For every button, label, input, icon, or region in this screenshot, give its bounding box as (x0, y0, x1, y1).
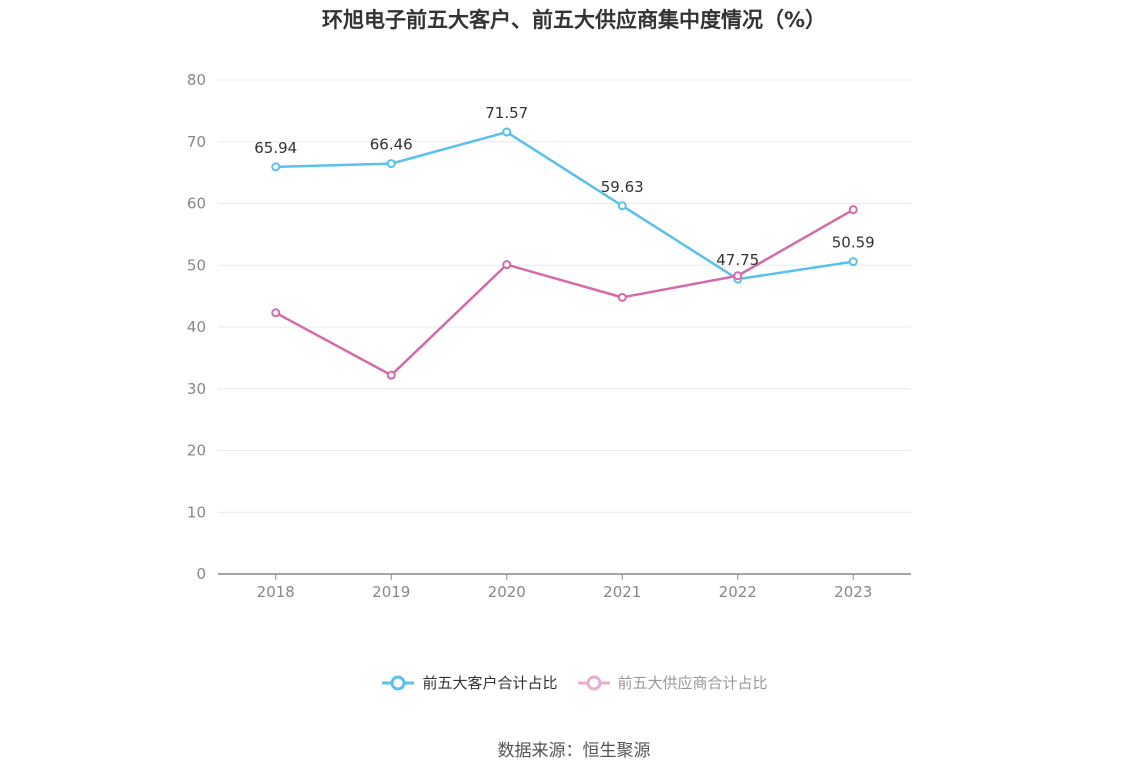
x-tick-label: 2020 (488, 583, 526, 601)
y-tick-label: 10 (187, 503, 206, 521)
x-tick-label: 2022 (719, 583, 757, 601)
x-tick-label: 2019 (372, 583, 410, 601)
data-label: 71.57 (485, 104, 528, 122)
legend-label-customers: 前五大客户合计占比 (422, 674, 558, 692)
data-point (502, 127, 512, 137)
data-point (617, 201, 627, 211)
y-tick-label: 40 (187, 318, 206, 336)
x-tick-label: 2023 (834, 583, 872, 601)
data-label: 47.75 (716, 251, 759, 269)
data-point (848, 205, 858, 215)
legend: 前五大客户合计占比 前五大供应商合计占比 (0, 672, 1148, 693)
data-point (271, 162, 281, 172)
data-label: 66.46 (370, 136, 413, 154)
legend-line-marker-icon (382, 675, 415, 690)
line-chart: 0 10 20 30 40 50 60 70 80 2018 2019 2020 2021 2022 202… (187, 71, 911, 601)
y-tick-label: 80 (187, 71, 206, 89)
legend-label-suppliers: 前五大供应商合计占比 (617, 674, 768, 692)
data-point (617, 292, 627, 302)
x-tick-label: 2021 (603, 583, 641, 601)
legend-item-suppliers[interactable]: 前五大供应商合计占比 (576, 672, 768, 693)
legend-line-marker-icon (577, 675, 610, 690)
y-tick-label: 30 (187, 380, 206, 398)
data-point (502, 260, 512, 270)
data-point (733, 271, 743, 281)
x-tick-label: 2018 (257, 583, 295, 601)
y-tick-label: 60 (187, 195, 206, 213)
y-tick-label: 20 (187, 442, 206, 460)
data-label: 59.63 (601, 178, 644, 196)
y-tick-label: 0 (196, 565, 206, 583)
data-label: 50.59 (832, 234, 875, 252)
legend-item-customers[interactable]: 前五大客户合计占比 (380, 672, 558, 693)
series-line (275, 208, 854, 377)
chart-title: 环旭电子前五大客户、前五大供应商集中度情况（%） (321, 8, 827, 32)
data-source: 数据来源：恒生聚源 (497, 741, 651, 761)
data-label: 65.94 (254, 139, 297, 157)
data-point (386, 370, 396, 380)
y-tick-label: 70 (187, 133, 206, 151)
series-line (275, 130, 854, 281)
data-point (386, 159, 396, 169)
data-point (271, 308, 281, 318)
y-tick-label: 50 (187, 256, 206, 274)
data-point (848, 257, 858, 267)
